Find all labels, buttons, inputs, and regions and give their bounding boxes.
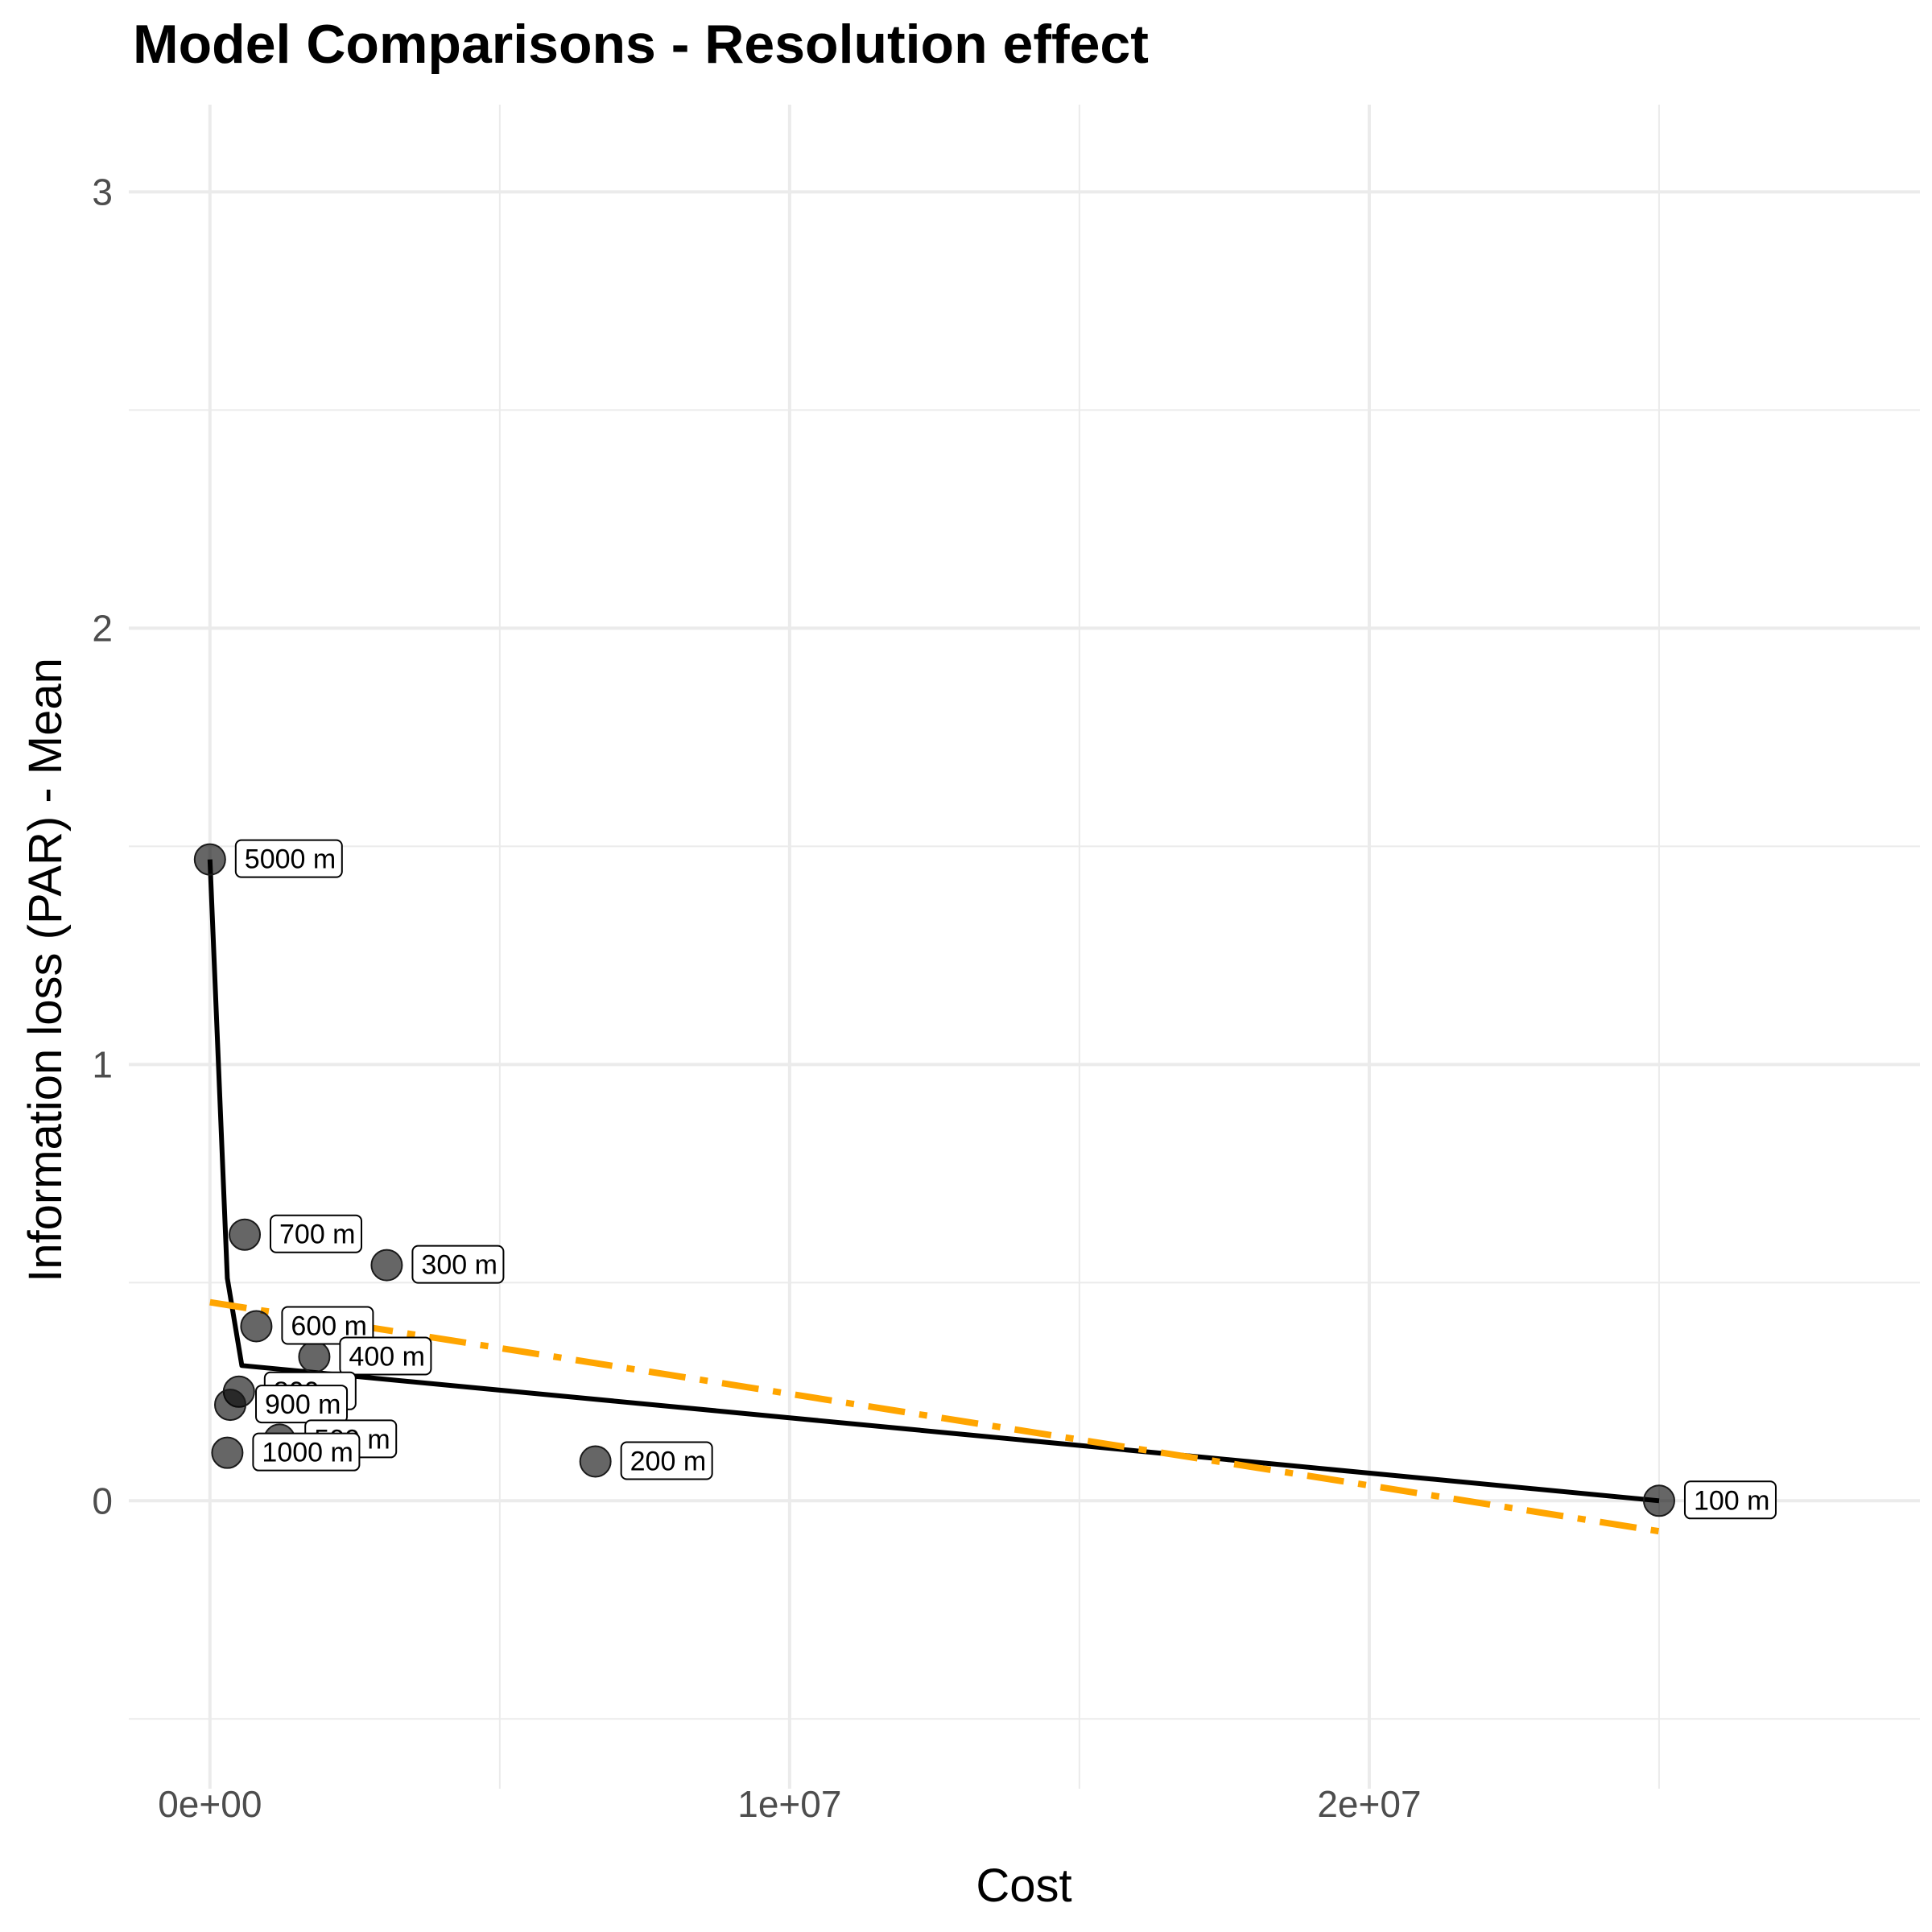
y-tick-label: 3 bbox=[92, 171, 113, 213]
data-point bbox=[370, 1249, 403, 1282]
data-point bbox=[229, 1218, 262, 1251]
point-label-text: 300 m bbox=[421, 1250, 497, 1281]
trend-line bbox=[209, 1298, 1660, 1535]
point-label: 5000 m bbox=[234, 839, 343, 878]
y-tick-label: 0 bbox=[92, 1480, 113, 1521]
point-label: 300 m bbox=[411, 1245, 505, 1284]
point-label: 600 m bbox=[281, 1306, 374, 1345]
point-label-text: 200 m bbox=[630, 1447, 707, 1477]
point-label: 1000 m bbox=[252, 1432, 361, 1472]
point-label-text: 100 m bbox=[1694, 1485, 1770, 1516]
x-tick-label: 2e+07 bbox=[1317, 1783, 1421, 1825]
point-label-text: 600 m bbox=[291, 1311, 367, 1342]
point-label-box bbox=[620, 1441, 713, 1480]
data-point bbox=[298, 1340, 331, 1373]
point-label-box bbox=[411, 1245, 505, 1284]
point-label-box bbox=[270, 1214, 363, 1253]
point-label-box bbox=[255, 1385, 349, 1424]
series-lines bbox=[207, 859, 1660, 1535]
data-point bbox=[579, 1445, 612, 1478]
data-point bbox=[240, 1310, 273, 1343]
point-label: 200 m bbox=[620, 1441, 713, 1480]
data-point bbox=[193, 843, 226, 876]
point-label: 400 m bbox=[339, 1336, 432, 1376]
point-label-box bbox=[281, 1306, 374, 1345]
point-label-text: 400 m bbox=[349, 1341, 425, 1372]
y-tick-label: 1 bbox=[92, 1043, 113, 1085]
point-label-box bbox=[252, 1432, 361, 1472]
point-label: 900 m bbox=[255, 1385, 349, 1424]
grid bbox=[129, 105, 1920, 1789]
point-label: 100 m bbox=[1683, 1480, 1777, 1520]
data-point bbox=[1642, 1484, 1675, 1517]
point-label-box bbox=[1683, 1480, 1777, 1520]
x-tick-label: 0e+00 bbox=[158, 1783, 262, 1825]
point-label-text: 700 m bbox=[279, 1220, 356, 1250]
y-tick-label: 2 bbox=[92, 607, 113, 649]
point-label-text: 900 m bbox=[265, 1389, 341, 1420]
point-label-box bbox=[339, 1336, 432, 1376]
point-label: 700 m bbox=[270, 1214, 363, 1253]
x-tick-label: 1e+07 bbox=[737, 1783, 841, 1825]
y-axis-title: Information loss (PAR) - Mean bbox=[19, 658, 72, 1282]
chart-title: Model Comparisons - Resolution effect bbox=[133, 14, 1149, 75]
x-axis-title: Cost bbox=[976, 1860, 1071, 1912]
data-point bbox=[214, 1389, 247, 1422]
frontier-line bbox=[207, 859, 1660, 1504]
point-label-text: 5000 m bbox=[245, 844, 336, 875]
point-label-text: 1000 m bbox=[262, 1438, 353, 1468]
tick-labels: 0e+00 1e+07 2e+07 0 1 2 3 bbox=[92, 171, 1421, 1825]
point-label-box bbox=[234, 839, 343, 878]
data-points bbox=[193, 843, 1675, 1517]
data-point bbox=[211, 1436, 244, 1469]
